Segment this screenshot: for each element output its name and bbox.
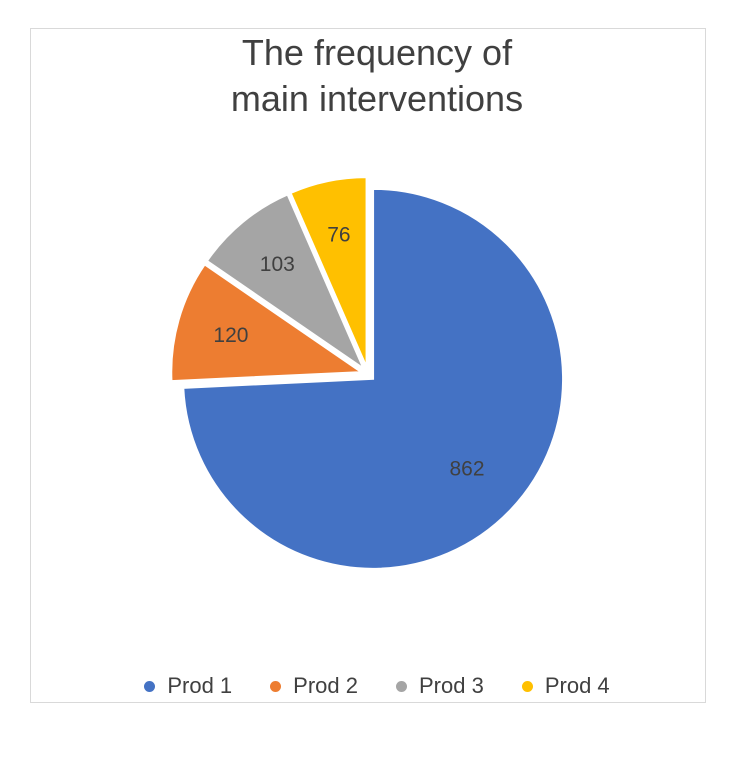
legend-label: Prod 2 xyxy=(293,673,358,698)
data-label: 76 xyxy=(327,224,350,247)
legend-item-prod-2: Prod 2 xyxy=(270,673,358,699)
data-label: 103 xyxy=(260,253,295,276)
pie-slice-prod-3 xyxy=(205,193,366,372)
legend-item-prod-3: Prod 3 xyxy=(396,673,484,699)
data-label: 862 xyxy=(449,457,484,480)
legend-label: Prod 1 xyxy=(167,673,233,698)
pie-slice-prod-2 xyxy=(170,263,365,383)
pie-slice-prod-1 xyxy=(182,187,565,570)
legend-marker xyxy=(396,680,407,692)
legend: Prod 1 Prod 2 Prod 3 Prod 4 xyxy=(0,673,754,699)
legend-label: Prod 3 xyxy=(419,673,484,698)
legend-label: Prod 4 xyxy=(544,673,610,698)
chart-title: The frequency of main interventions xyxy=(0,30,754,122)
legend-marker xyxy=(270,680,282,692)
pie-slice-prod-4 xyxy=(289,176,368,368)
legend-marker xyxy=(521,680,533,692)
legend-marker xyxy=(144,680,156,692)
legend-item-prod-1: Prod 1 xyxy=(144,673,232,699)
legend-item-prod-4: Prod 4 xyxy=(521,673,610,699)
data-label: 120 xyxy=(213,324,248,347)
chart-title-line-2: main interventions xyxy=(230,78,524,119)
chart-area xyxy=(30,28,706,703)
chart-title-line-1: The frequency of xyxy=(241,32,513,73)
